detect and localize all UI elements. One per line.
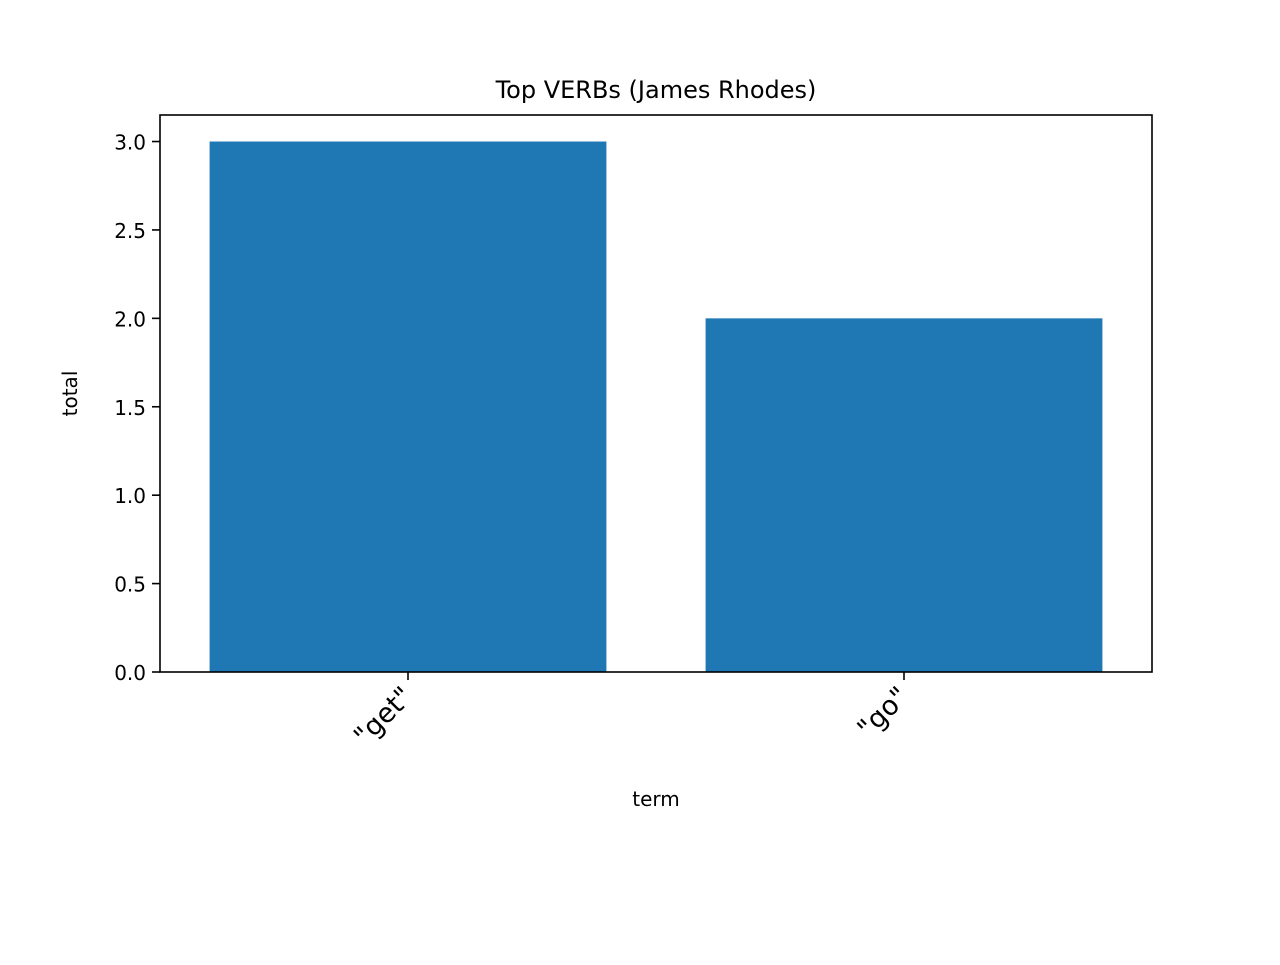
bars-group <box>209 141 1103 672</box>
x-axis-label: term <box>632 787 680 811</box>
y-tick-label-1: 0.5 <box>114 573 146 597</box>
y-axis-label: total <box>58 371 82 417</box>
y-tick-label-2: 1.0 <box>114 484 146 508</box>
y-tick-label-0: 0.0 <box>114 661 146 685</box>
plot-frame <box>159 114 1153 673</box>
y-tick-label-3: 1.5 <box>114 396 146 420</box>
chart-title: Top VERBs (James Rhodes) <box>495 76 817 104</box>
y-axis: 0.0 0.5 1.0 1.5 2.0 2.5 3.0 <box>114 131 160 685</box>
bar-1 <box>705 318 1103 672</box>
y-tick-label-6: 3.0 <box>114 131 146 155</box>
bar-0 <box>209 141 607 672</box>
y-tick-label-5: 2.5 <box>114 219 146 243</box>
y-tick-label-4: 2.0 <box>114 307 146 331</box>
